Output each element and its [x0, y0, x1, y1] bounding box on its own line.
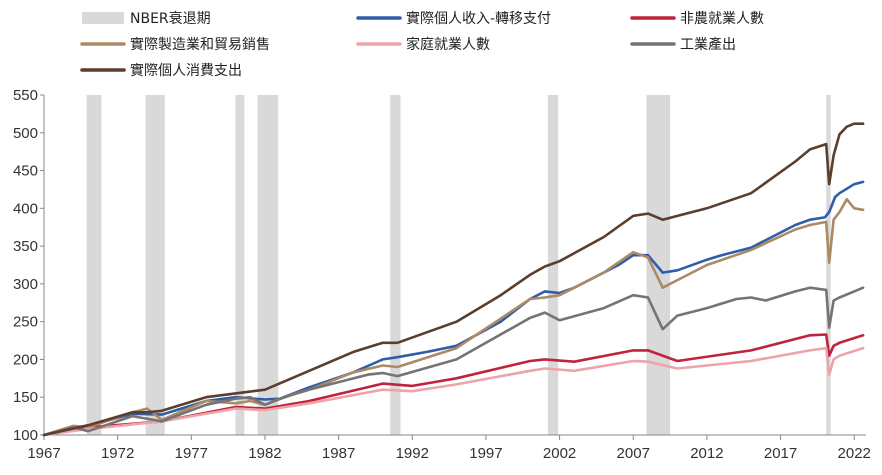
x-tick-label: 1987 [322, 445, 355, 462]
recession-band [145, 95, 165, 435]
legend-label: 非農就業人數 [680, 11, 764, 27]
x-tick-label: 2022 [838, 445, 871, 462]
axes: 100 150 200 250 300 350 400 450 500 550 1967 1972 19… [13, 87, 871, 462]
y-tick-label: 350 [13, 238, 38, 255]
y-tick-label: 150 [13, 389, 38, 406]
x-tick-label: 1992 [396, 445, 429, 462]
y-tick-label: 450 [13, 163, 38, 180]
series-line [42, 333, 865, 437]
y-tick-label: 300 [13, 276, 38, 293]
x-tick-label: 2002 [543, 445, 576, 462]
series-line [42, 122, 865, 437]
recession-bands [86, 95, 831, 435]
y-tick-label: 550 [13, 87, 38, 104]
y-tick-label: 250 [13, 314, 38, 331]
recession-band [86, 95, 102, 435]
legend-label: 實際製造業和貿易銷售 [130, 36, 270, 53]
legend-label: 工業產出 [680, 36, 736, 53]
legend-label: 實際個人消費支出 [130, 62, 242, 79]
y-tick-label: 400 [13, 200, 38, 217]
recession-band [646, 95, 671, 435]
y-tick-label: 500 [13, 125, 38, 142]
x-tick-label: 1977 [175, 445, 208, 462]
x-tick-label: 2012 [690, 445, 723, 462]
x-tick-label: 1982 [248, 445, 281, 462]
legend-label: 家庭就業人數 [406, 36, 490, 53]
recession-band [547, 95, 559, 435]
series-line [42, 180, 865, 437]
legend-label: 實際個人收入-轉移支付 [406, 10, 551, 27]
series-line [42, 346, 865, 437]
x-tick-label: 2007 [617, 445, 650, 462]
legend-swatch-recession [82, 12, 124, 24]
recession-band [257, 95, 279, 435]
series-lines [42, 122, 865, 437]
recession-band [390, 95, 401, 435]
recession-band [826, 95, 831, 435]
legend-label-recession: NBER衰退期 [130, 10, 211, 27]
x-tick-label: 1997 [469, 445, 502, 462]
y-tick-label: 100 [13, 427, 38, 444]
x-tick-label: 1972 [101, 445, 134, 462]
recession-band [235, 95, 245, 435]
y-tick-label: 200 [13, 351, 38, 368]
series-line [42, 198, 865, 437]
series-line [42, 286, 865, 437]
x-tick-label: 2017 [764, 445, 797, 462]
x-tick-label: 1967 [27, 445, 60, 462]
